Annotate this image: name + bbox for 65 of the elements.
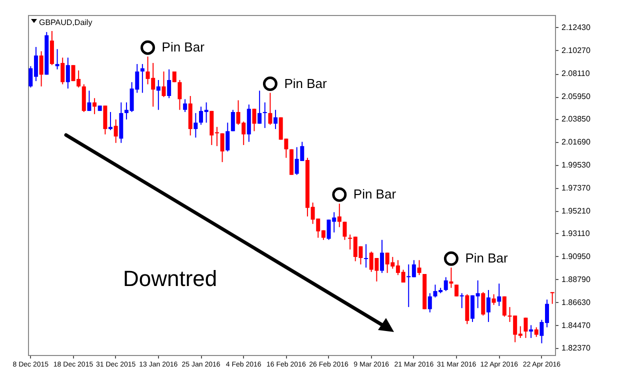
candlestick (108, 111, 113, 131)
candlestick (194, 112, 198, 138)
candlestick (66, 57, 70, 90)
annotation: Downtred (123, 266, 218, 292)
y-tick-label: 2.05950 (562, 92, 591, 102)
y-tick-label: 1.86630 (562, 298, 591, 307)
y-tick-label: 2.08110 (562, 69, 590, 78)
candlestick (481, 292, 486, 316)
y-tick-label: 2.12430 (562, 22, 591, 32)
annotation: Pin Bar (284, 76, 328, 91)
candlestick (226, 122, 230, 152)
candlestick (114, 118, 118, 144)
candlestick (486, 289, 490, 322)
candlestick (258, 90, 262, 124)
candlestick (87, 90, 92, 112)
candlestick (380, 239, 384, 274)
candlestick (92, 98, 97, 115)
candlestick (274, 109, 278, 130)
candlestick (337, 203, 342, 228)
y-tick-label: 1.99530 (562, 160, 591, 170)
y-tick-label: 1.97370 (562, 183, 591, 192)
candlestick (428, 292, 432, 313)
annotation: Pin Bar (465, 250, 508, 266)
y-tick-label: 2.03850 (562, 114, 591, 124)
candlestick (162, 70, 166, 98)
annotation: Pin Bar (162, 40, 206, 55)
candlestick (230, 109, 235, 132)
y-tick-label: 1.88790 (562, 274, 591, 284)
candlestick (140, 64, 144, 94)
candlestick (502, 296, 506, 318)
candlestick (449, 267, 454, 288)
candlestick (178, 80, 182, 110)
candlestick (167, 68, 172, 99)
candlestick (39, 50, 44, 87)
y-tick-label: 1.82370 (562, 343, 591, 352)
candlestick (529, 324, 534, 338)
candlestick (497, 283, 502, 306)
candlestick (342, 221, 347, 240)
candlestick (183, 98, 188, 112)
y-tick-label: 1.84470 (562, 320, 591, 330)
candlestick (364, 244, 368, 268)
candlestick (220, 132, 224, 163)
candlestick (492, 294, 496, 306)
candlestick (550, 292, 554, 304)
annotation: Pin Bar (353, 186, 397, 202)
y-tick-label: 2.01690 (562, 137, 591, 146)
candlestick (417, 260, 422, 276)
candlestick (268, 92, 272, 126)
chart-title: GBPAUD,Daily (39, 18, 92, 27)
candlestick (454, 284, 459, 297)
candlestick (524, 317, 528, 338)
y-tick-label: 1.93110 (562, 228, 590, 238)
y-tick-label: 2.10270 (562, 46, 591, 55)
candlestick (55, 48, 60, 70)
candlestick (60, 57, 65, 85)
candlestick (444, 276, 448, 292)
y-tick-label: 1.95210 (562, 206, 591, 216)
candlestick (252, 108, 256, 132)
candlestick (262, 102, 267, 128)
candlestick (156, 80, 160, 110)
y-tick-label: 1.90950 (562, 252, 591, 261)
candlestick (534, 326, 538, 338)
candlestick (50, 30, 54, 66)
candlestick (103, 105, 108, 135)
candlestick (460, 292, 464, 309)
